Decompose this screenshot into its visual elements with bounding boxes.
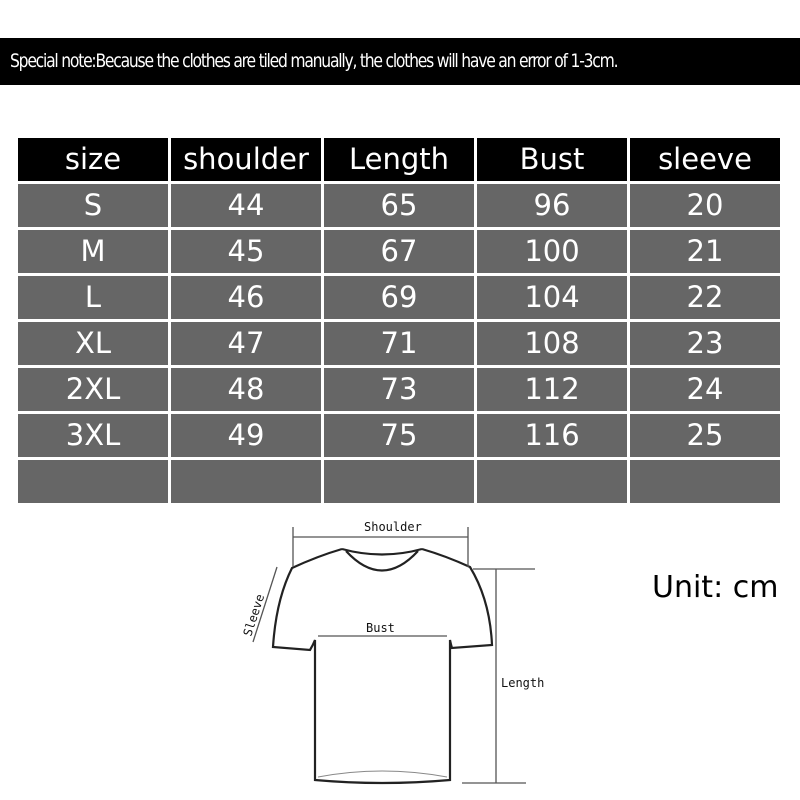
table-cell-sleeve: 25 xyxy=(630,414,780,457)
table-cell-size: S xyxy=(18,184,168,227)
table-cell-shoulder: 48 xyxy=(171,368,321,411)
table-cell-bust: 96 xyxy=(477,184,627,227)
header-length: Length xyxy=(324,138,474,181)
length-label: Length xyxy=(501,676,544,690)
table-cell-shoulder: 49 xyxy=(171,414,321,457)
unit-label: Unit: cm xyxy=(652,570,779,605)
table-cell-length: 73 xyxy=(324,368,474,411)
table-cell-length: 65 xyxy=(324,184,474,227)
table-cell-size: XL xyxy=(18,322,168,365)
sleeve-label: Sleeve xyxy=(241,592,268,638)
table-cell-sleeve: 20 xyxy=(630,184,780,227)
table-row: S 44 65 96 20 xyxy=(18,184,780,227)
table-cell-bust: 112 xyxy=(477,368,627,411)
bust-label: Bust xyxy=(366,621,395,635)
header-size: size xyxy=(18,138,168,181)
table-cell-length: 69 xyxy=(324,276,474,319)
header-sleeve: sleeve xyxy=(630,138,780,181)
table-cell-length: 67 xyxy=(324,230,474,273)
table-cell-bust: 108 xyxy=(477,322,627,365)
table-cell-size xyxy=(18,460,168,503)
measurement-lines xyxy=(252,527,535,784)
header-shoulder: shoulder xyxy=(171,138,321,181)
shoulder-label: Shoulder xyxy=(364,520,422,534)
table-cell-length: 75 xyxy=(324,414,474,457)
table-row: L 46 69 104 22 xyxy=(18,276,780,319)
table-cell-shoulder: 46 xyxy=(171,276,321,319)
size-table: size shoulder Length Bust sleeve S 44 65 96… xyxy=(15,135,783,506)
table-cell-size: M xyxy=(18,230,168,273)
special-note-banner: Special note:Because the clothes are til… xyxy=(0,38,800,85)
table-cell-sleeve xyxy=(630,460,780,503)
table-cell-bust: 104 xyxy=(477,276,627,319)
table-row: XL 47 71 108 23 xyxy=(18,322,780,365)
special-note-text: Special note:Because the clothes are til… xyxy=(10,50,619,72)
table-cell-shoulder xyxy=(171,460,321,503)
header-bust: Bust xyxy=(477,138,627,181)
table-cell-size: 3XL xyxy=(18,414,168,457)
table-cell-sleeve: 24 xyxy=(630,368,780,411)
tshirt-outline xyxy=(271,547,494,785)
table-cell-shoulder: 44 xyxy=(171,184,321,227)
table-cell-length: 71 xyxy=(324,322,474,365)
table-cell-size: L xyxy=(18,276,168,319)
table-cell-shoulder: 47 xyxy=(171,322,321,365)
table-cell-size: 2XL xyxy=(18,368,168,411)
table-row: 2XL 48 73 112 24 xyxy=(18,368,780,411)
table-row: 3XL 49 75 116 25 xyxy=(18,414,780,457)
table-cell-sleeve: 22 xyxy=(630,276,780,319)
table-cell-length xyxy=(324,460,474,503)
table-row: M 45 67 100 21 xyxy=(18,230,780,273)
table-cell-bust: 100 xyxy=(477,230,627,273)
table-header-row: size shoulder Length Bust sleeve xyxy=(18,138,780,181)
table-cell-sleeve: 23 xyxy=(630,322,780,365)
table-cell-bust: 116 xyxy=(477,414,627,457)
table-cell-bust xyxy=(477,460,627,503)
table-row xyxy=(18,460,780,503)
table-cell-shoulder: 45 xyxy=(171,230,321,273)
table-cell-sleeve: 21 xyxy=(630,230,780,273)
